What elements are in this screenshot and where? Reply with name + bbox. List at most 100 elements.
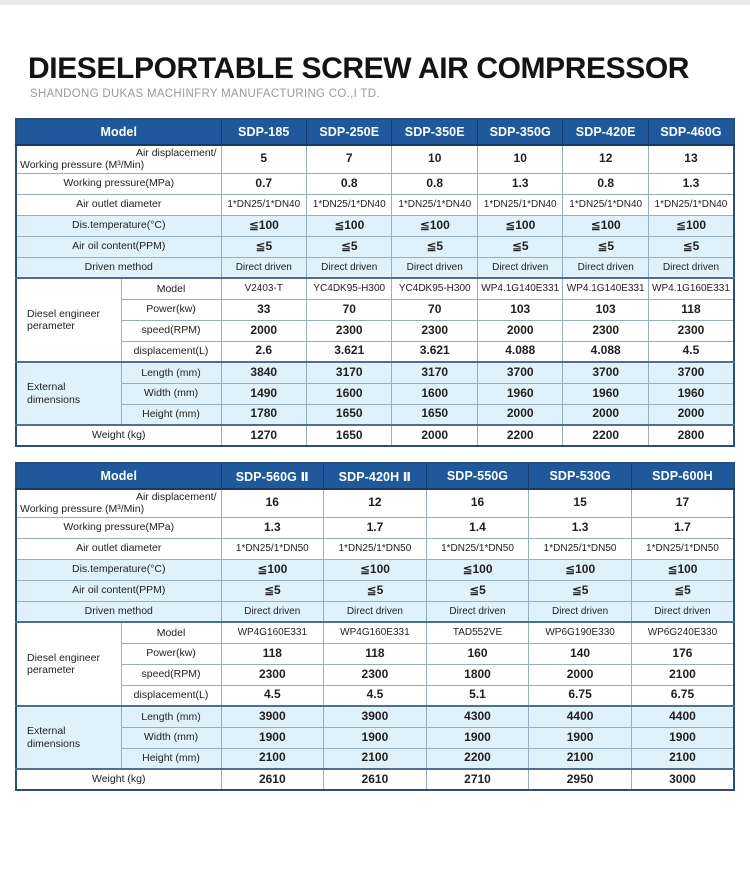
cell-value: 1490	[220, 382, 308, 405]
row-label: Height (mm)	[120, 747, 222, 770]
cell-value: 1780	[220, 403, 308, 426]
cell-value: 10	[391, 144, 478, 174]
column-header-model: SDP-600H	[631, 463, 735, 490]
cell-value: 4300	[425, 705, 530, 728]
cell-value: ≦5	[391, 235, 478, 258]
cell-value: ≦100	[476, 214, 564, 237]
row-label: Air oil content(PPM)	[15, 235, 222, 258]
cell-value: 2300	[562, 319, 649, 342]
cell-value: 2100	[630, 747, 735, 770]
cell-value: 70	[391, 298, 478, 321]
cell-value: 1270	[220, 424, 308, 447]
cell-value: 4.5	[220, 684, 325, 707]
cell-value: 2200	[476, 424, 564, 447]
cell-value: 160	[425, 642, 530, 665]
column-header-model: SDP-460G	[648, 119, 735, 146]
table-row: Power(kw) 118 118 160 140 176	[16, 642, 735, 665]
cell-value: WP4G160E331	[323, 621, 427, 644]
row-label-line2: Working pressure (M³/Min)	[20, 503, 145, 516]
cell-value: 1960	[476, 382, 564, 405]
cell-value: WP4.1G140E331	[562, 277, 649, 300]
corner-header-model: Model	[16, 119, 222, 146]
row-label: Driven method	[15, 600, 222, 623]
cell-value: 2610	[220, 768, 325, 791]
cell-value: 176	[630, 642, 735, 665]
company-name: SHANDONG DUKAS MACHINFRY MANUFACTURING C…	[30, 88, 380, 100]
row-label: Model	[120, 621, 222, 644]
tables-mount: Model SDP-185 SDP-250E SDP-350E SDP-350G SDP-…	[15, 118, 735, 791]
cell-value: ≦5	[323, 579, 427, 602]
column-header-model: SDP-250E	[306, 119, 393, 146]
table-row: External dimensions Length (mm) 3840 3170 31…	[15, 361, 735, 426]
cell-value: WP4.1G140E331	[476, 277, 564, 300]
cell-value: ≦100	[305, 214, 393, 237]
cell-value: 118	[323, 642, 427, 665]
table-row: Width (mm) 1900 1900 1900 1900 1900	[16, 726, 735, 749]
spec-table-1: Model SDP-185 SDP-250E SDP-350E SDP-350G SDP-…	[15, 118, 735, 447]
row-label-line2: Working pressure (M³/Min)	[20, 159, 145, 172]
column-header-model: SDP-420E	[562, 119, 649, 146]
cell-value: 1900	[425, 726, 530, 749]
cell-value: 2000	[391, 424, 478, 447]
cell-value: 4.5	[323, 684, 427, 707]
cell-value: 2100	[630, 663, 735, 686]
table-row: speed(RPM) 2000 2300 2300 2000 2300 2300	[16, 319, 735, 342]
cell-value: 1600	[391, 382, 478, 405]
row-label: displacement(L)	[120, 684, 222, 707]
row-label: Height (mm)	[120, 403, 222, 426]
table-header-row: Model SDP-185 SDP-250E SDP-350E SDP-350G SDP-…	[16, 119, 735, 146]
table-row: Dis.temperature(°C) ≦100 ≦100 ≦100 ≦100 ≦100 ≦…	[15, 214, 735, 237]
cell-value: 1*DN25/1*DN50	[630, 537, 735, 560]
table-row: External dimensions Length (mm) 3900 3900 43…	[15, 705, 735, 770]
cell-value: 2300	[323, 663, 427, 686]
page-header: DIESELPORTABLE SCREW AIR COMPRESSOR SHAN…	[0, 53, 750, 101]
cell-value: WP6G240E330	[630, 621, 735, 644]
row-label: Air displacement/Working pressure (M³/Mi…	[15, 144, 222, 174]
cell-value: 3170	[305, 361, 393, 384]
cell-value: ≦100	[562, 214, 649, 237]
cell-value: 33	[220, 298, 308, 321]
cell-value: V2403-T	[220, 277, 308, 300]
cell-value: ≦5	[528, 579, 632, 602]
cell-value: 1.4	[425, 516, 530, 539]
column-header-model: SDP-550G	[426, 463, 530, 490]
cell-value: 3900	[220, 705, 325, 728]
row-label: Driven method	[15, 256, 222, 279]
group-label: External dimensions	[15, 705, 122, 770]
cell-value: 0.8	[305, 172, 393, 195]
cell-value: 5	[220, 144, 308, 174]
column-header-model: SDP-530G	[528, 463, 632, 490]
row-label: Length (mm)	[120, 361, 222, 384]
row-label: Air outlet diameter	[15, 537, 222, 560]
cell-value: 1*DN25/1*DN50	[220, 537, 325, 560]
cell-value: ≦5	[220, 579, 325, 602]
corner-header-model: Model	[16, 463, 222, 490]
cell-value: ≦5	[647, 235, 735, 258]
cell-value: 1600	[305, 382, 393, 405]
cell-value: 1960	[562, 382, 649, 405]
cell-value: 2710	[425, 768, 530, 791]
cell-value: 1*DN25/1*DN40	[647, 193, 735, 216]
cell-value: 1650	[305, 424, 393, 447]
row-label: Width (mm)	[120, 726, 222, 749]
spec-tables-container: Model SDP-185 SDP-250E SDP-350E SDP-350G SDP-…	[15, 118, 735, 791]
column-header-model: SDP-185	[221, 119, 308, 146]
cell-value: 1*DN25/1*DN50	[528, 537, 632, 560]
row-label: displacement(L)	[120, 340, 222, 363]
cell-value: 3.621	[305, 340, 393, 363]
cell-value: ≦5	[425, 579, 530, 602]
cell-value: 1900	[528, 726, 632, 749]
row-label-line1: Air displacement/	[135, 147, 217, 160]
table-row: Diesel engineer perameter Model WP4G160E33…	[15, 621, 735, 707]
cell-value: WP4.1G160E331	[647, 277, 735, 300]
table-row: Air outlet diameter 1*DN25/1*DN40 1*DN25/1…	[15, 193, 735, 216]
cell-value: Direct driven	[323, 600, 427, 623]
cell-value: 15	[528, 488, 632, 518]
column-header-model: SDP-350G	[477, 119, 564, 146]
cell-value: 6.75	[630, 684, 735, 707]
spec-table-2: Model SDP-560G Ⅱ SDP-420H Ⅱ SDP-550G SDP-530…	[15, 462, 735, 791]
cell-value: 2300	[391, 319, 478, 342]
cell-value: 2000	[476, 403, 564, 426]
cell-value: Direct driven	[425, 600, 530, 623]
